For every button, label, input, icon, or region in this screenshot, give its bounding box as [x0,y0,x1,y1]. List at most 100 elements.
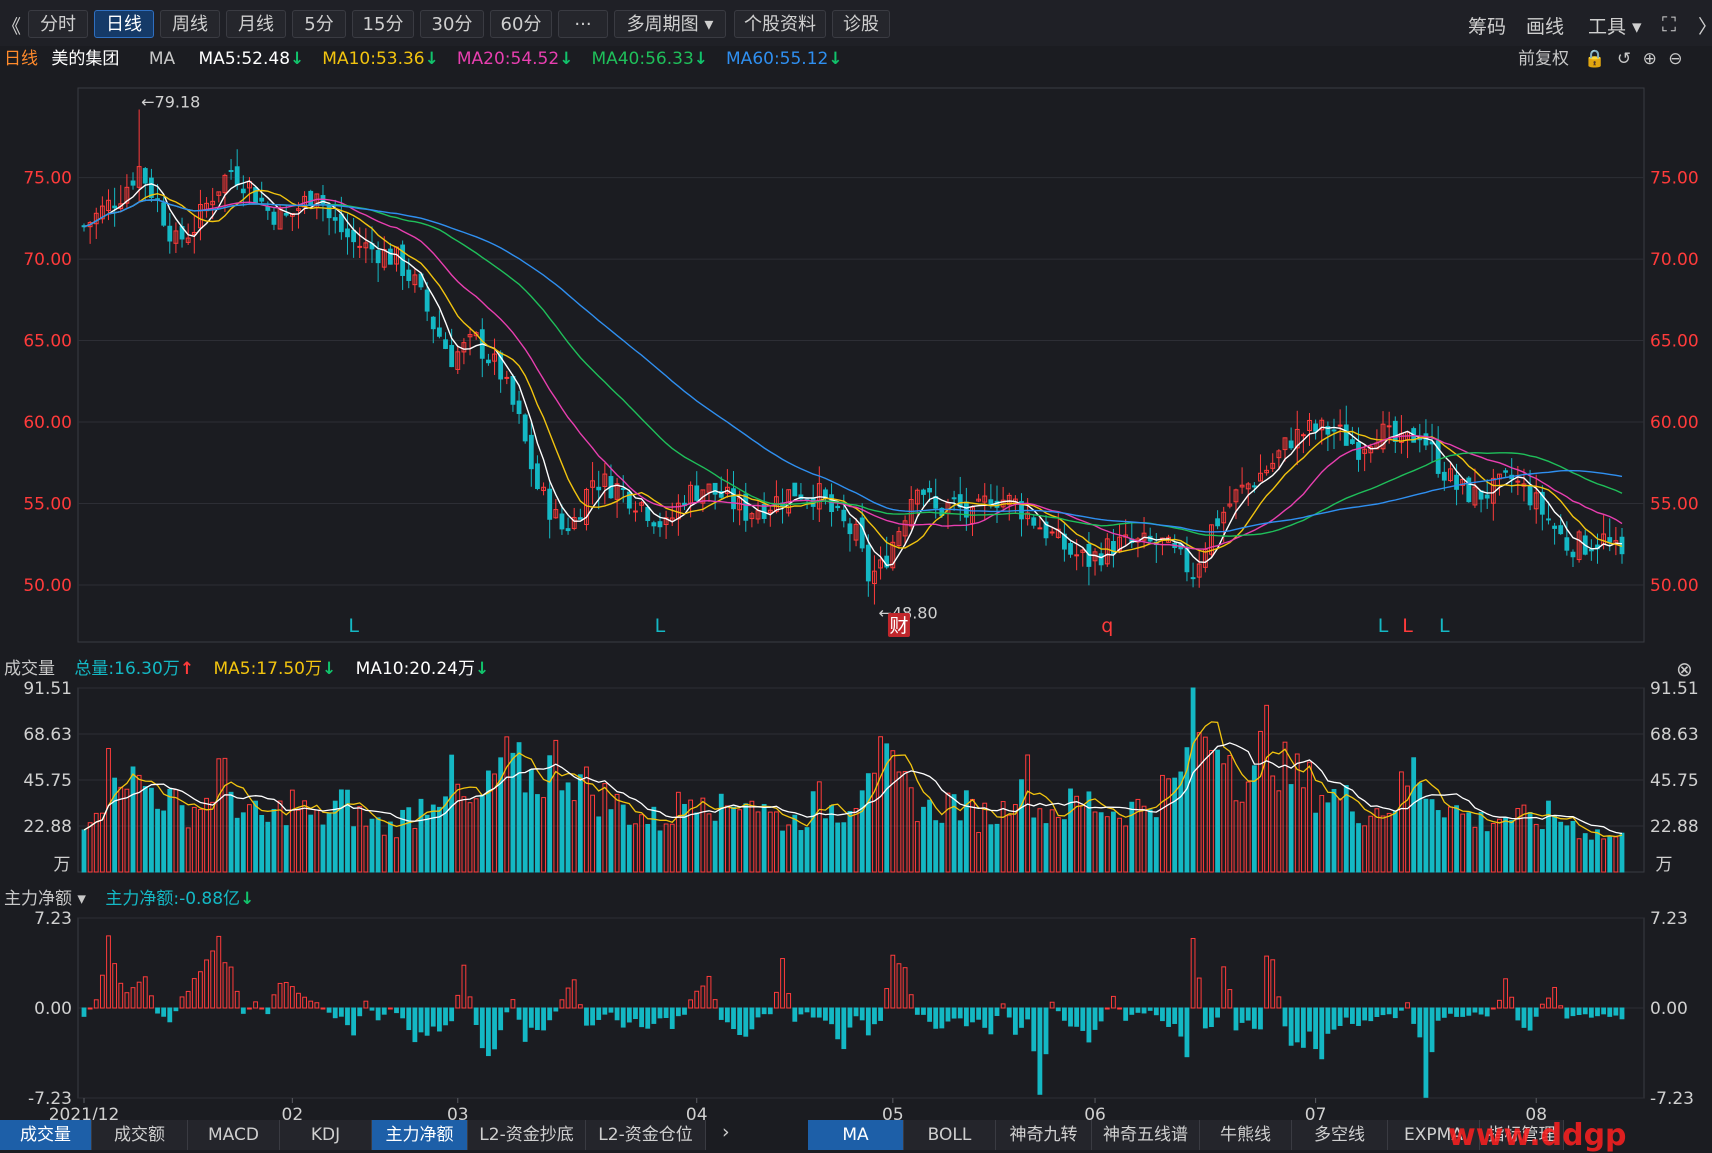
bottom-tab-right-4[interactable]: 牛熊线 [1200,1120,1292,1150]
collapse-icon[interactable]: 〉 [1698,12,1712,39]
volume-bar [1098,812,1104,873]
period-tab-9[interactable]: 多周期图 ▾ [614,10,726,38]
toolbar-right-2[interactable]: 工具 ▾ [1588,16,1642,38]
period-tab-2[interactable]: 周线 [160,10,220,38]
flow-bar [829,1007,834,1025]
volume-bar [1325,802,1331,873]
flow-bar [1068,1007,1073,1027]
period-tab-8[interactable]: ··· [558,10,608,38]
flow-bar [155,1007,160,1014]
period-tab-4[interactable]: 5分 [292,10,346,38]
flow-tick-right-0: 7.23 [1650,909,1688,929]
volume-bar [1196,732,1202,873]
flow-bar [381,1007,387,1015]
volume-bar [1300,787,1306,873]
volume-tick-right-2: 45.75 [1650,771,1699,791]
bottom-tab-right-2[interactable]: 神奇九转 [996,1120,1092,1150]
period-tab-10[interactable]: 个股资料 [734,10,826,38]
volume-bar [277,800,283,873]
candle-body [130,180,136,186]
candle-body [596,486,602,491]
period-tab-0[interactable]: 分时 [28,10,88,38]
flow-bar [620,1007,626,1028]
zoom-in-icon[interactable]: ⊕ [1642,49,1657,69]
volume-bar [835,822,841,873]
bottom-tab-right-0[interactable]: MA [808,1120,904,1150]
fullscreen-icon[interactable]: ⛶ [1662,12,1676,36]
flow-bar [412,1007,418,1043]
candle-body [504,376,510,379]
flow-bar [1533,1007,1539,1017]
volume-bar [774,811,779,873]
period-tab-5[interactable]: 15分 [352,10,414,38]
volume-bar [1356,823,1361,873]
candle-body [602,473,608,488]
volume-bar [406,807,412,873]
volume-bar [486,770,491,873]
flow-bar [1160,1007,1165,1022]
bottom-tab-right-5[interactable]: 多空线 [1292,1120,1388,1150]
close-volume-icon[interactable]: ⊗ [1676,657,1693,681]
zoom-out-icon[interactable]: ⊖ [1668,49,1683,69]
candle-body [1337,424,1343,427]
period-tab-6[interactable]: 30分 [420,10,484,38]
volume-bar [675,791,681,873]
flow-bar [1441,1007,1447,1018]
volume-bar [1368,815,1374,873]
lock-icon[interactable]: 🔒 [1584,49,1606,69]
bottom-tab-left-0[interactable]: 成交量 [0,1120,92,1150]
bottom-tab-left-5[interactable]: L2-资金抄底 [468,1120,586,1150]
volume-bar [271,808,277,873]
candle-body [1043,521,1049,539]
flow-bar [430,1007,436,1027]
flow-bar [933,1007,939,1029]
bottom-tab-left-2[interactable]: MACD [188,1120,280,1150]
flow-bar [320,1007,326,1010]
candle-body [283,212,289,216]
period-tab-3[interactable]: 月线 [226,10,286,38]
volume-bar [228,791,234,873]
ma-legend-4: MA60:55.12 [726,49,829,69]
event-mark-4: L [1378,615,1389,637]
flow-bar [1288,1007,1294,1046]
flow-bar [577,1004,583,1009]
flow-bar [418,1007,424,1033]
flow-bar [436,1007,442,1032]
volume-bar [633,823,638,873]
bottom-tab-left-1[interactable]: 成交额 [92,1120,188,1150]
flow-title[interactable]: 主力净额 ▾ [4,889,86,909]
flow-bar [149,995,154,1009]
volume-bar [1215,749,1220,873]
volume-bar [1086,791,1092,873]
volume-bar [338,789,344,873]
adjust-mode[interactable]: 前复权 [1518,49,1569,69]
bottom-tab-left-3[interactable]: KDJ [280,1120,372,1150]
bottom-tab-left-6[interactable]: L2-资金仓位 [586,1120,706,1150]
flow-bar [675,1007,681,1017]
ma-legend-3: MA40:56.33 [591,49,694,69]
volume-bar [1227,755,1233,873]
bottom-tab-right-7[interactable]: 指标管理 [1480,1120,1564,1150]
candle-body [136,166,142,188]
flow-bar [1202,1007,1208,1029]
toolbar-right-0[interactable]: 筹码 [1468,16,1507,38]
volume-bar [743,803,749,873]
volume-bar [914,821,920,873]
candle-body [724,486,730,494]
bottom-tab-right-1[interactable]: BOLL [904,1120,996,1150]
back-button[interactable]: 《 [2,16,22,38]
volume-bar [957,820,963,873]
volume-bar [1552,815,1557,873]
bottom-tab-right-6[interactable]: EXPMA [1388,1120,1480,1150]
volume-bar [712,820,718,873]
candle-body [228,170,234,173]
period-tab-11[interactable]: 诊股 [832,10,890,38]
tabs-next-icon[interactable]: › [722,1121,730,1143]
bottom-tab-right-3[interactable]: 神奇五线谱 [1092,1120,1200,1150]
period-tab-1[interactable]: 日线 [94,10,154,38]
bottom-tab-left-4[interactable]: 主力净额 [372,1120,468,1150]
period-tab-7[interactable]: 60分 [490,10,552,38]
toolbar-right-1[interactable]: 画线 [1526,16,1565,38]
undo-icon[interactable]: ↺ [1616,49,1632,69]
volume-legend: 成交量 总量:16.30万↑ MA5:17.50万↓ MA10:20.24万↓ [4,659,490,679]
